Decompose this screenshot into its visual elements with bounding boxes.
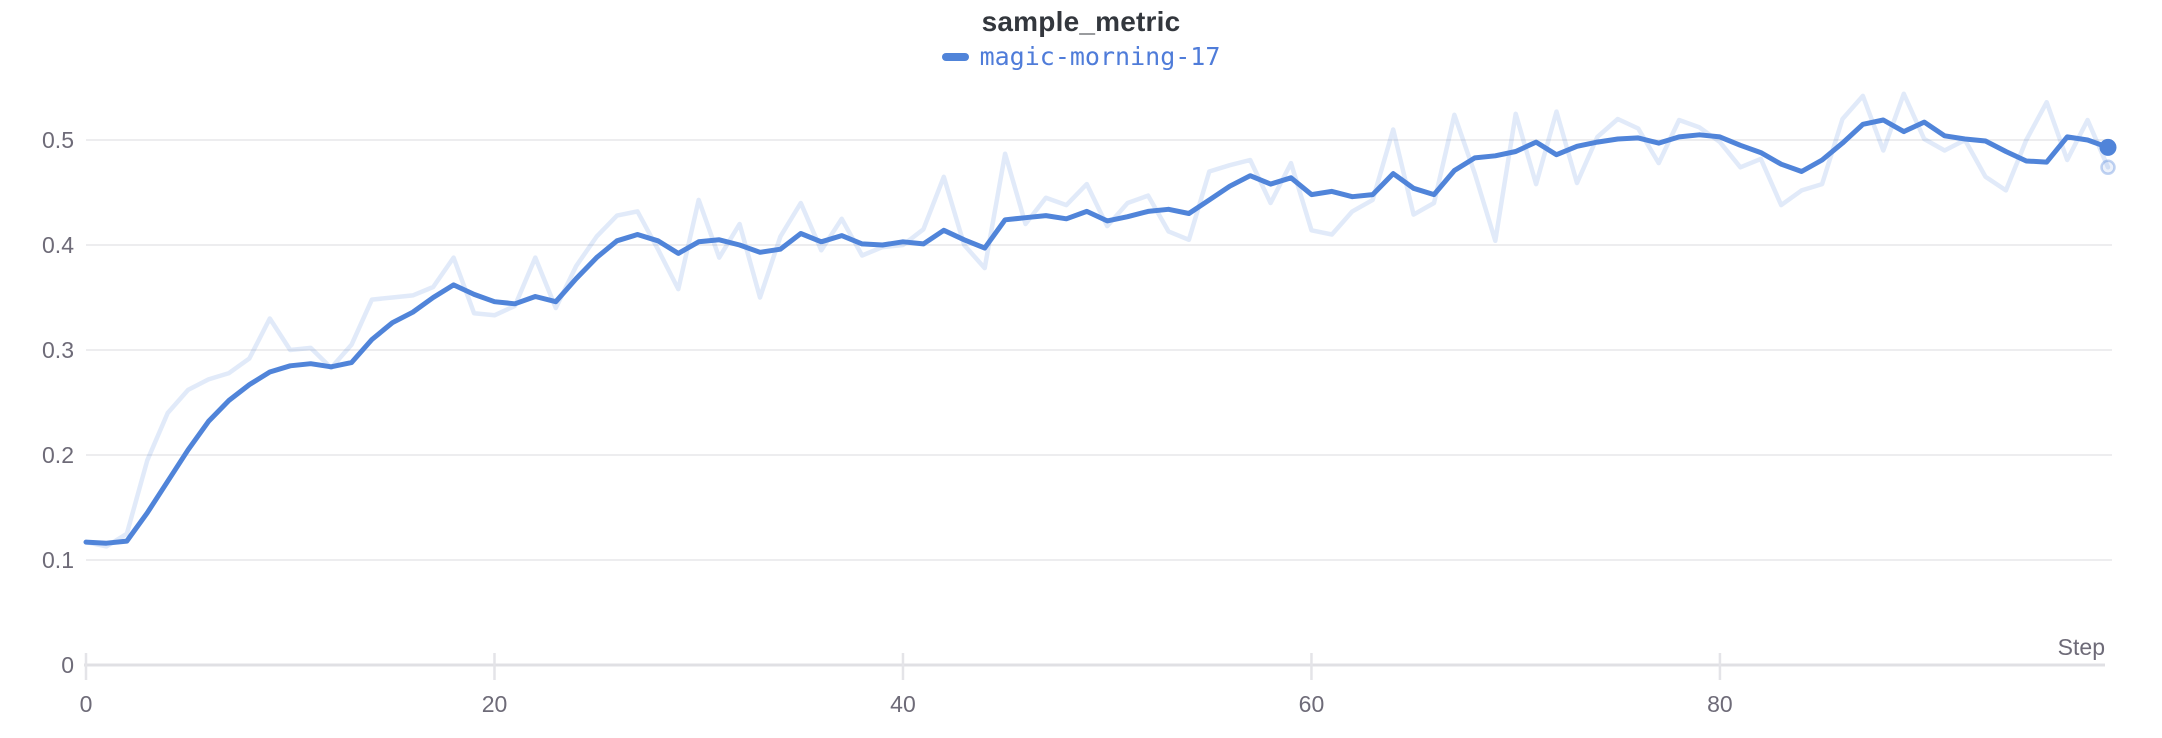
y-tick-label: 0.1 [42,547,74,573]
y-tick-label: 0 [61,652,74,678]
raw-series-end-ring [2100,159,2116,176]
chart-title: sample_metric [981,6,1181,37]
legend-item[interactable]: magic-morning-17 [941,42,1221,71]
x-tick-label: 40 [890,691,916,717]
x-tick-label: 20 [482,691,508,717]
x-tick-label: 0 [80,691,93,717]
raw-series-line[interactable] [83,91,2111,549]
smoothed-series-line[interactable] [83,117,2111,546]
y-tick-label: 0.2 [42,442,74,468]
y-tick-label: 0.4 [42,232,74,258]
x-axis-title: Step [2058,634,2105,660]
legend-line-swatch-icon [941,52,969,61]
y-tick-label: 0.3 [42,337,74,363]
series-end-dot[interactable] [2099,138,2117,156]
x-tick-label: 60 [1299,691,1325,717]
legend-label: magic-morning-17 [979,42,1221,71]
x-tick-label: 80 [1707,691,1733,717]
y-tick-label: 0.5 [42,127,74,153]
legend: magic-morning-17 [0,44,2162,69]
